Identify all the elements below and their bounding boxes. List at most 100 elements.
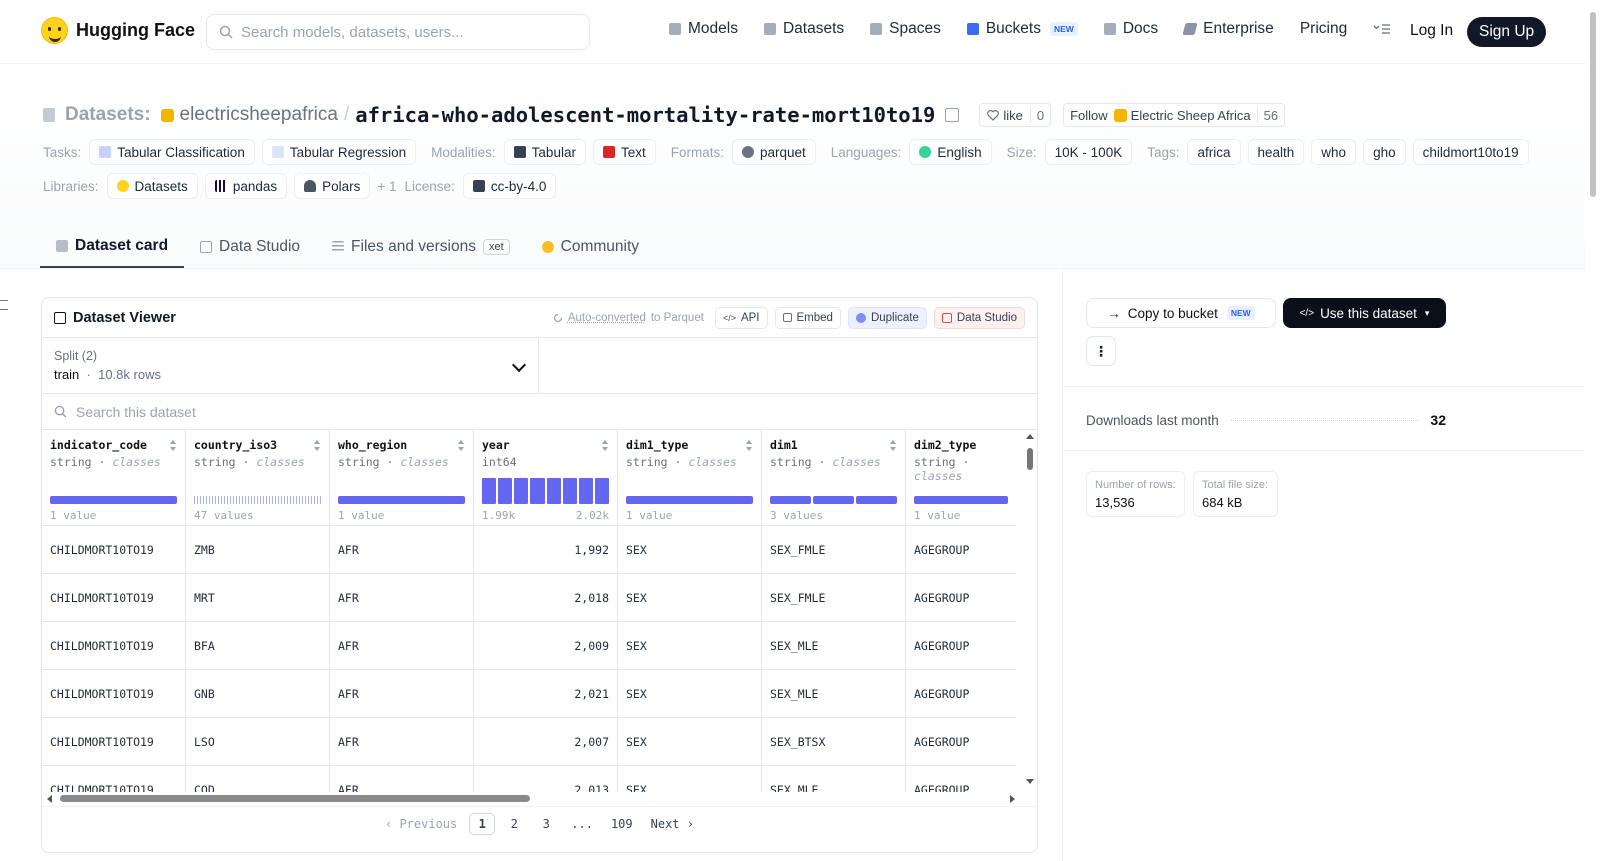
table-cell[interactable]: AFR [330, 766, 473, 793]
histogram-bar[interactable] [578, 478, 593, 504]
category-bar[interactable] [914, 496, 1008, 504]
page-last-button[interactable]: 109 [610, 816, 633, 831]
table-cell[interactable]: CHILDMORT10TO19 [42, 526, 185, 574]
table-cell[interactable]: SEX_MLE [762, 766, 905, 793]
use-dataset-button[interactable]: </> Use this dataset ▾ [1283, 298, 1446, 328]
column-distribution[interactable] [338, 496, 465, 504]
histogram-bar[interactable] [514, 478, 529, 504]
copy-to-bucket-button[interactable]: → Copy to bucket NEW [1086, 298, 1276, 328]
page-3-button[interactable]: 3 [542, 816, 550, 831]
tag-gho[interactable]: gho [1363, 139, 1406, 165]
column-distribution[interactable] [770, 496, 897, 504]
table-cell[interactable]: SEX_FMLE [762, 526, 905, 574]
auto-converted-link[interactable]: Auto-converted [567, 311, 646, 324]
table-cell[interactable]: SEX_BTSX [762, 718, 905, 766]
sort-icon[interactable] [170, 440, 177, 452]
signup-button[interactable]: Sign Up [1467, 17, 1547, 47]
category-bar[interactable] [856, 496, 897, 504]
category-bar[interactable] [338, 496, 465, 504]
tag-license[interactable]: cc-by-4.0 [462, 173, 557, 199]
scrollbar-thumb[interactable] [60, 795, 530, 802]
global-search[interactable] [206, 14, 590, 50]
nav-enterprise[interactable]: Enterprise [1182, 20, 1274, 38]
table-cell[interactable]: SEX [618, 766, 761, 793]
table-cell[interactable]: ZMB [186, 526, 329, 574]
column-header[interactable]: country_iso3 string · classes 47 values [186, 430, 329, 526]
page-2-button[interactable]: 2 [510, 816, 518, 831]
table-cell[interactable]: SEX_MLE [762, 622, 905, 670]
table-cell[interactable]: CHILDMORT10TO19 [42, 670, 185, 718]
tag-tabular-classification[interactable]: Tabular Classification [89, 139, 255, 165]
more-menu-icon[interactable] [1373, 23, 1391, 35]
column-header[interactable]: indicator_code string · classes 1 value [42, 430, 185, 526]
column-distribution[interactable] [914, 496, 1008, 504]
brand-logo[interactable]: Hugging Face [41, 17, 195, 44]
table-cell[interactable]: COD [186, 766, 329, 793]
nav-buckets[interactable]: Buckets NEW [966, 20, 1078, 38]
table-cell[interactable]: AGEGROUP [906, 526, 1016, 574]
tab-data-studio[interactable]: Data Studio [184, 226, 316, 268]
table-cell[interactable]: AFR [330, 574, 473, 622]
tag-who[interactable]: who [1311, 139, 1357, 165]
table-cell[interactable]: SEX [618, 526, 761, 574]
table-cell[interactable]: CHILDMORT10TO19 [42, 766, 185, 793]
table-cell[interactable]: AGEGROUP [906, 670, 1016, 718]
embed-button[interactable]: Embed [774, 306, 841, 329]
scroll-up-icon[interactable] [1026, 434, 1034, 439]
table-cell[interactable]: SEX [618, 718, 761, 766]
category-bar[interactable] [813, 496, 854, 504]
table-cell[interactable]: AFR [330, 622, 473, 670]
split-selector[interactable]: Split (2) train · 10.8k rows [42, 338, 539, 393]
table-cell[interactable]: BFA [186, 622, 329, 670]
table-cell[interactable]: 2,007 [474, 718, 617, 766]
nav-models[interactable]: Models [669, 20, 738, 38]
table-cell[interactable]: AFR [330, 718, 473, 766]
nav-spaces[interactable]: Spaces [870, 20, 941, 38]
column-distribution[interactable] [194, 496, 321, 504]
sort-icon[interactable] [746, 440, 753, 452]
tag-childmort10to19[interactable]: childmort10to19 [1412, 139, 1529, 165]
table-cell[interactable]: AGEGROUP [906, 718, 1016, 766]
page-scrollbar[interactable] [1588, 0, 1600, 861]
column-header[interactable]: year int64 1.99k 2.02k [474, 430, 617, 526]
tag-tabular-regression[interactable]: Tabular Regression [261, 139, 417, 165]
page-scrollbar-thumb[interactable] [1590, 12, 1596, 197]
login-link[interactable]: Log In [1410, 22, 1454, 39]
table-cell[interactable]: CHILDMORT10TO19 [42, 574, 185, 622]
column-header[interactable]: dim1_type string · classes 1 value [618, 430, 761, 526]
api-button[interactable]: </> API [714, 306, 768, 329]
tag-tabular[interactable]: Tabular [503, 139, 586, 165]
more-options-button[interactable]: ⋮ [1086, 336, 1116, 366]
column-distribution[interactable] [50, 496, 177, 504]
histogram-bar[interactable] [482, 478, 497, 504]
table-cell[interactable]: 1,992 [474, 526, 617, 574]
table-cell[interactable]: 2,009 [474, 622, 617, 670]
table-cell[interactable]: AGEGROUP [906, 766, 1016, 793]
sort-icon[interactable] [602, 440, 609, 452]
follow-button[interactable]: Follow Electric Sheep Africa 56 [1063, 103, 1286, 127]
nav-docs[interactable]: Docs [1103, 20, 1158, 38]
tag-text[interactable]: Text [592, 139, 656, 165]
histogram-bar[interactable] [530, 478, 545, 504]
global-search-input[interactable] [241, 23, 561, 41]
tab-files-versions[interactable]: Files and versions xet [316, 226, 526, 268]
dataset-search-input[interactable] [76, 403, 476, 420]
table-cell[interactable]: 2,021 [474, 670, 617, 718]
tag-polars[interactable]: Polars [294, 173, 371, 199]
table-cell[interactable]: LSO [186, 718, 329, 766]
next-page-button[interactable]: Next › [650, 816, 694, 831]
scroll-left-icon[interactable] [47, 795, 52, 803]
toc-toggle-icon[interactable] [0, 300, 8, 310]
table-cell[interactable]: MRT [186, 574, 329, 622]
table-cell[interactable]: AGEGROUP [906, 574, 1016, 622]
category-bar[interactable] [770, 496, 811, 504]
scrollbar-thumb[interactable] [1027, 448, 1033, 470]
tab-dataset-card[interactable]: Dataset card [40, 226, 185, 268]
table-cell[interactable]: AFR [330, 526, 473, 574]
table-cell[interactable]: SEX_MLE [762, 670, 905, 718]
table-cell[interactable]: SEX [618, 622, 761, 670]
histogram-bar[interactable] [498, 478, 513, 504]
table-cell[interactable]: CHILDMORT10TO19 [42, 718, 185, 766]
tag-size[interactable]: 10K - 100K [1044, 139, 1133, 165]
table-cell[interactable]: SEX_FMLE [762, 574, 905, 622]
